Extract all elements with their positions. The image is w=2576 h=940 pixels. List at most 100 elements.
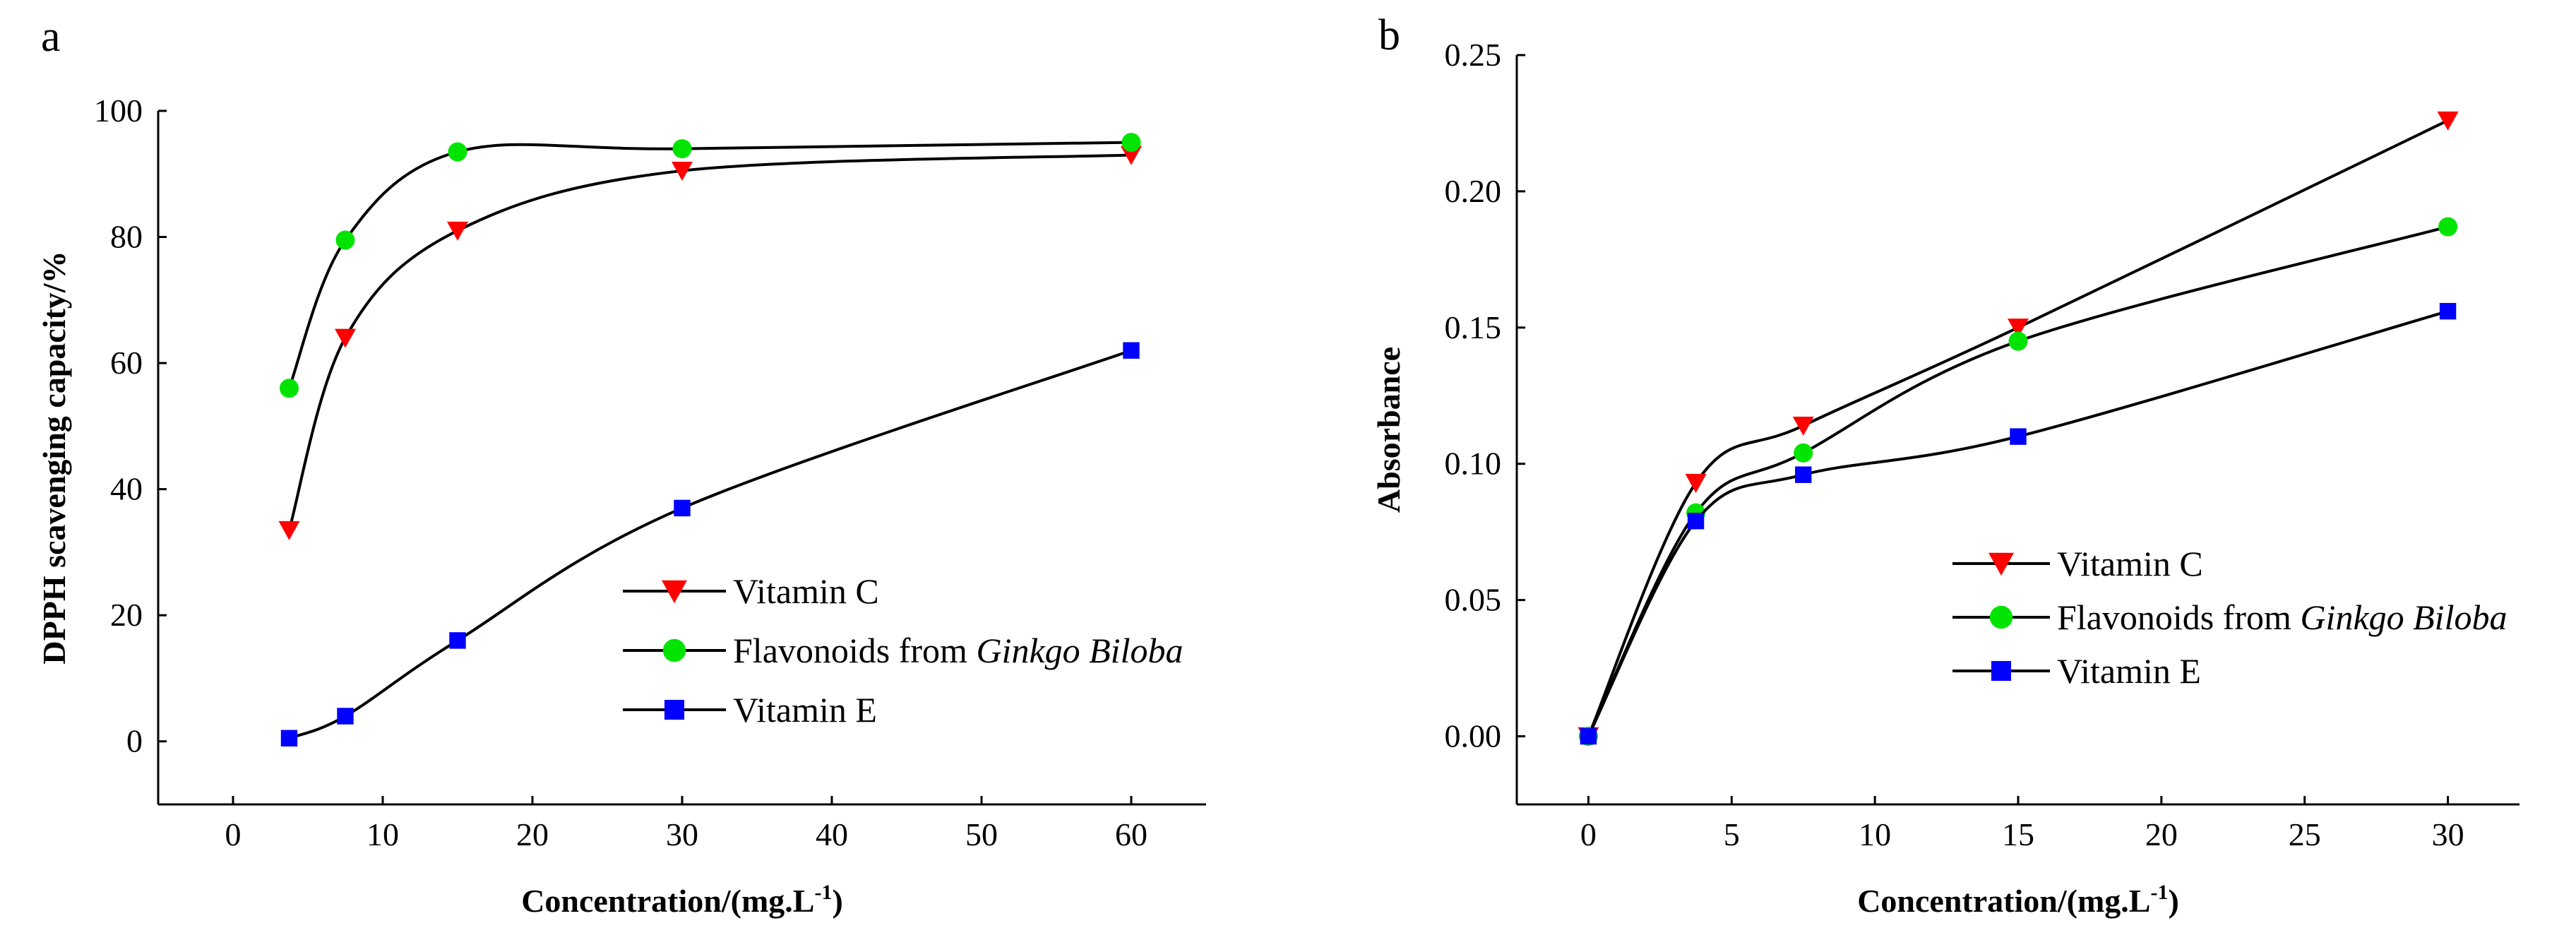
x-axis-title-main: Concentration/(mg.L [1857, 883, 2150, 919]
data-point [1123, 342, 1140, 359]
data-point [278, 520, 300, 540]
x-tick-label: 10 [1859, 816, 1891, 852]
chart-panel-b: 0.00 0.05 0.10 0.15 0.20 0.25 0 5 10 15 20 25 30 b Con… [1371, 11, 2520, 919]
data-point [2439, 302, 2457, 320]
series-line [287, 153, 1132, 531]
legend-marker [1991, 660, 2012, 682]
series-flavonoids-from-ginkgo-biloba [1578, 217, 2458, 746]
legend-label-text: Flavonoids from [733, 631, 976, 670]
x-tick-label: 50 [965, 816, 998, 852]
data-point [1687, 513, 1705, 530]
x-tick-label: 40 [816, 816, 848, 852]
series-vitamin-c [278, 145, 1142, 540]
series-line [1587, 309, 2449, 737]
x-tick-label: 30 [666, 816, 698, 852]
y-tick-label: 0 [126, 723, 143, 759]
legend-label: Vitamin C [2057, 544, 2203, 583]
x-tick-label: 60 [1115, 816, 1147, 852]
y-axis-title: DPPH scavenging capacity/% [36, 251, 72, 664]
y-tick-label: 0.05 [1445, 582, 1502, 618]
legend-label-italic: Ginkgo Biloba [2300, 597, 2507, 637]
x-axis-title-sup: -1 [814, 881, 832, 904]
x-tick-label: 5 [1724, 816, 1740, 852]
y-tick-label: 100 [94, 93, 143, 129]
data-point [2438, 217, 2458, 237]
legend: Vitamin C Flavonoids from Ginkgo Biloba Vi… [1952, 544, 2507, 691]
x-tick-label: 10 [366, 816, 399, 852]
chart-panel-a: 0 20 40 60 80 100 0 10 20 30 40 50 60 a Concentration/… [36, 13, 1206, 919]
x-tick-label: 0 [225, 816, 242, 852]
data-point [447, 221, 468, 241]
y-tick-label: 60 [110, 345, 143, 381]
data-point [1121, 133, 1141, 153]
panel-label: b [1378, 11, 1400, 59]
x-axis-title-close: ) [832, 883, 842, 919]
legend-label: Vitamin C [733, 571, 879, 611]
data-point [674, 499, 691, 517]
x-axis-title: Concentration/(mg.L-1) [521, 881, 843, 919]
y-tick-label: 0.20 [1445, 173, 1502, 209]
data-point [335, 328, 356, 348]
x-axis-title: Concentration/(mg.L-1) [1857, 881, 2179, 919]
legend-label: Flavonoids from Ginkgo Biloba [2057, 597, 2507, 637]
series-line [1587, 225, 2449, 737]
legend-label-text: Vitamin E [2057, 651, 2201, 691]
data-point [1792, 416, 1814, 436]
legend-label-text: Flavonoids from [2057, 597, 2300, 637]
x-tick-label: 20 [2145, 816, 2178, 852]
series-flavonoids-from-ginkgo-biloba [280, 133, 1141, 398]
data-point [337, 708, 354, 725]
data-point [1795, 466, 1812, 483]
data-point [448, 142, 467, 162]
y-tick-label: 40 [110, 471, 143, 507]
y-tick-label: 0.10 [1445, 446, 1502, 482]
series-line [288, 349, 1132, 740]
y-tick-label: 80 [110, 219, 143, 255]
y-tick-label: 0.25 [1445, 37, 1502, 73]
data-point [2010, 428, 2027, 445]
series-line [1587, 119, 2449, 737]
y-tick-label: 0.15 [1445, 309, 1502, 345]
legend-label-text: Vitamin C [733, 571, 879, 611]
y-tick-label: 20 [110, 597, 143, 633]
x-axis-title-close: ) [2168, 883, 2178, 919]
legend: Vitamin C Flavonoids from Ginkgo Biloba Vi… [623, 571, 1183, 730]
legend-marker [662, 638, 686, 662]
series-vitamin-e [1580, 302, 2457, 745]
data-point [2437, 111, 2459, 131]
legend-marker [1989, 605, 2013, 629]
x-tick-label: 20 [516, 816, 549, 852]
legend-label: Flavonoids from Ginkgo Biloba [733, 631, 1183, 670]
x-tick-label: 0 [1580, 816, 1597, 852]
y-axis-title: Absorbance [1371, 347, 1407, 513]
legend-label-italic: Ginkgo Biloba [976, 631, 1183, 670]
data-point [1685, 473, 1707, 493]
data-point [449, 632, 466, 649]
data-point [280, 730, 298, 746]
y-tick-label: 0.00 [1445, 718, 1502, 754]
legend-marker [664, 699, 685, 720]
data-point [2008, 331, 2028, 351]
data-point [335, 230, 355, 250]
x-tick-label: 25 [2289, 816, 2321, 852]
data-point [1580, 727, 1597, 745]
legend-label: Vitamin E [2057, 651, 2201, 691]
data-point [672, 139, 692, 159]
data-point [1121, 145, 1142, 165]
series-line [287, 141, 1132, 389]
x-tick-label: 15 [2002, 816, 2034, 852]
panel-label: a [41, 13, 61, 61]
legend-label: Vitamin E [733, 690, 877, 730]
legend-marker [662, 580, 687, 604]
legend-label-text: Vitamin E [733, 690, 877, 730]
legend-marker [1988, 552, 2014, 576]
x-tick-label: 30 [2432, 816, 2464, 852]
series-vitamin-e [280, 342, 1140, 746]
legend-label-text: Vitamin C [2057, 544, 2203, 583]
x-axis-title-sup: -1 [2150, 881, 2168, 904]
x-axis-title-main: Concentration/(mg.L [521, 883, 814, 919]
data-point [2008, 319, 2029, 338]
data-point [672, 162, 693, 182]
data-point [1794, 443, 1813, 463]
